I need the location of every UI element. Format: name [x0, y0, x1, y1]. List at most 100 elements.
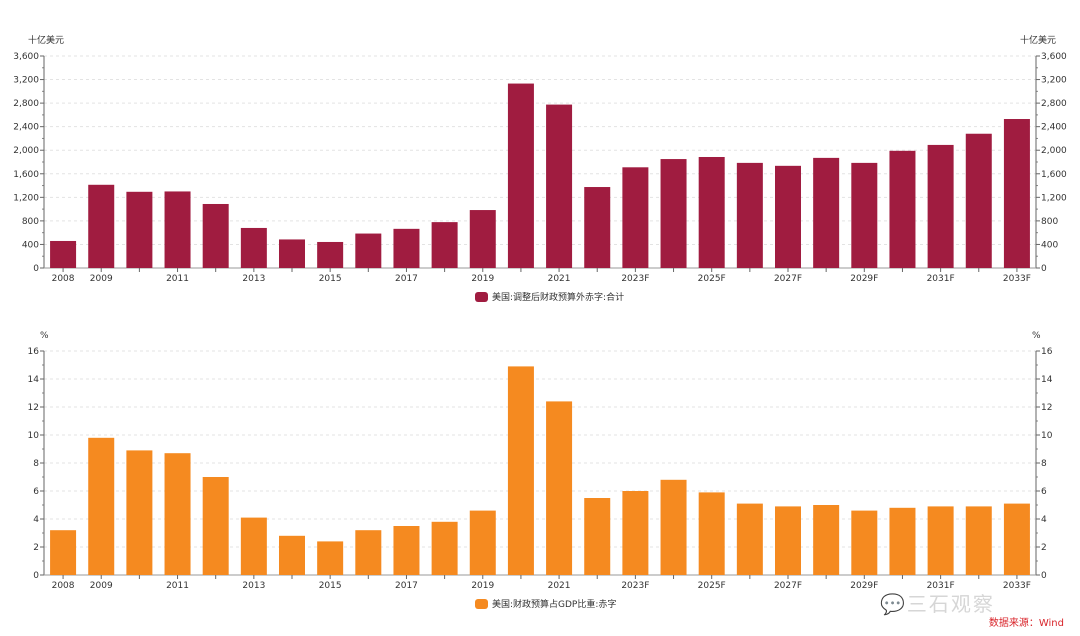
bar-2031F — [927, 144, 954, 268]
y-tick-label-right: 0 — [1041, 571, 1047, 581]
x-tick-label: 2029F — [850, 274, 878, 284]
legend-swatch — [475, 292, 488, 302]
bar-2024F — [660, 479, 687, 575]
x-tick-label: 2033F — [1003, 274, 1031, 284]
y-tick-label-right: 400 — [1041, 240, 1058, 250]
bar-2031F — [927, 506, 954, 575]
bar-2027F — [775, 165, 801, 268]
x-tick-label: 2017 — [395, 581, 418, 591]
y-tick-label: 800 — [22, 217, 39, 227]
y-unit-label-right: % — [1032, 331, 1041, 341]
x-tick-label: 2025F — [698, 274, 726, 284]
x-tick-label: 2015 — [319, 581, 342, 591]
y-tick-label: 16 — [28, 347, 40, 357]
bar-2013 — [240, 227, 267, 268]
y-unit-label-right: 十亿美元 — [1020, 34, 1056, 46]
x-tick-label: 2033F — [1003, 581, 1031, 591]
bar-2010 — [126, 191, 153, 268]
bar-2030F — [889, 507, 916, 575]
x-tick-label: 2025F — [698, 581, 726, 591]
bar-2018 — [431, 521, 458, 575]
y-tick-label-right: 2 — [1041, 543, 1047, 553]
bar-2026F — [736, 162, 763, 268]
y-tick-label-right: 16 — [1041, 347, 1053, 357]
bar-2020 — [507, 83, 534, 268]
y-tick-label-right: 0 — [1041, 264, 1047, 274]
bar-2022 — [584, 187, 611, 268]
watermark: 💬三石观察 — [880, 592, 995, 616]
y-tick-label: 12 — [28, 403, 39, 413]
x-tick-label: 2011 — [166, 581, 189, 591]
x-tick-label: 2027F — [774, 274, 802, 284]
y-tick-label-right: 10 — [1041, 431, 1053, 441]
bar-2021 — [546, 104, 573, 268]
bar-2011 — [164, 453, 191, 575]
x-tick-label: 2009 — [90, 274, 113, 284]
bar-2033F — [1003, 503, 1030, 575]
y-tick-label: 3,200 — [13, 76, 39, 86]
bar-2023F — [622, 167, 649, 268]
y-tick-label: 10 — [28, 431, 40, 441]
y-tick-label: 2,400 — [13, 123, 39, 133]
y-tick-label: 3,600 — [13, 52, 39, 62]
bar-2025F — [698, 492, 725, 575]
y-tick-label: 6 — [33, 487, 39, 497]
bar-2032F — [965, 133, 992, 268]
bar-2015 — [317, 241, 344, 268]
y-unit-label: 十亿美元 — [28, 34, 64, 46]
x-tick-label: 2009 — [90, 581, 113, 591]
bar-2023F — [622, 491, 649, 575]
bar-2020 — [507, 366, 534, 575]
y-tick-label: 400 — [22, 240, 39, 250]
y-tick-label-right: 8 — [1041, 459, 1047, 469]
x-tick-label: 2029F — [850, 581, 878, 591]
bar-2013 — [240, 517, 267, 575]
x-tick-label: 2017 — [395, 274, 418, 284]
legend-swatch — [475, 599, 488, 609]
bar-2016 — [355, 233, 382, 268]
y-tick-label: 2,800 — [13, 99, 39, 109]
x-tick-label: 2008 — [52, 274, 75, 284]
bar-2021 — [546, 401, 573, 575]
x-tick-label: 2031F — [927, 274, 955, 284]
y-tick-label-right: 3,600 — [1041, 52, 1067, 62]
watermark-text: 三石观察 — [906, 592, 995, 616]
y-tick-label: 8 — [33, 459, 39, 469]
bar-2017 — [393, 526, 420, 575]
source-note: 数据来源：Wind — [988, 618, 1064, 629]
x-tick-label: 2023F — [621, 274, 649, 284]
y-tick-label-right: 12 — [1041, 403, 1052, 413]
y-tick-label-right: 800 — [1041, 217, 1058, 227]
bar-2012 — [202, 203, 229, 268]
y-tick-label-right: 1,600 — [1041, 170, 1067, 180]
x-tick-label: 2013 — [242, 581, 265, 591]
y-tick-label-right: 4 — [1041, 515, 1047, 525]
y-tick-label: 2 — [33, 543, 39, 553]
bar-2009 — [88, 437, 115, 575]
y-tick-label: 0 — [33, 571, 39, 581]
bar-2030F — [889, 150, 916, 268]
bar-2022 — [584, 498, 611, 575]
bar-2010 — [126, 450, 153, 575]
bar-2009 — [88, 184, 115, 268]
y-tick-label-right: 14 — [1041, 375, 1053, 385]
bar-2028F — [813, 505, 840, 575]
bar-2026F — [736, 503, 763, 575]
bar-2025F — [698, 156, 725, 268]
bar-2015 — [317, 541, 344, 575]
y-tick-label: 14 — [28, 375, 40, 385]
y-tick-label-right: 2,000 — [1041, 146, 1067, 156]
x-tick-label: 2019 — [471, 274, 494, 284]
y-tick-label-right: 3,200 — [1041, 76, 1067, 86]
x-tick-label: 2019 — [471, 581, 494, 591]
y-tick-label-right: 1,200 — [1041, 193, 1067, 203]
x-tick-label: 2027F — [774, 581, 802, 591]
bar-2008 — [50, 240, 77, 268]
y-tick-label: 1,200 — [13, 193, 39, 203]
bar-2011 — [164, 191, 191, 268]
y-tick-label: 1,600 — [13, 170, 39, 180]
bar-2033F — [1003, 119, 1030, 268]
chart-panel-2: 0 0 2 2 4 4 6 6 8 8 10 10 12 12 14 14 16 16% % 2008 2009 2011… — [28, 331, 1053, 610]
y-tick-label-right: 2,400 — [1041, 123, 1067, 133]
bar-2028F — [813, 157, 840, 268]
